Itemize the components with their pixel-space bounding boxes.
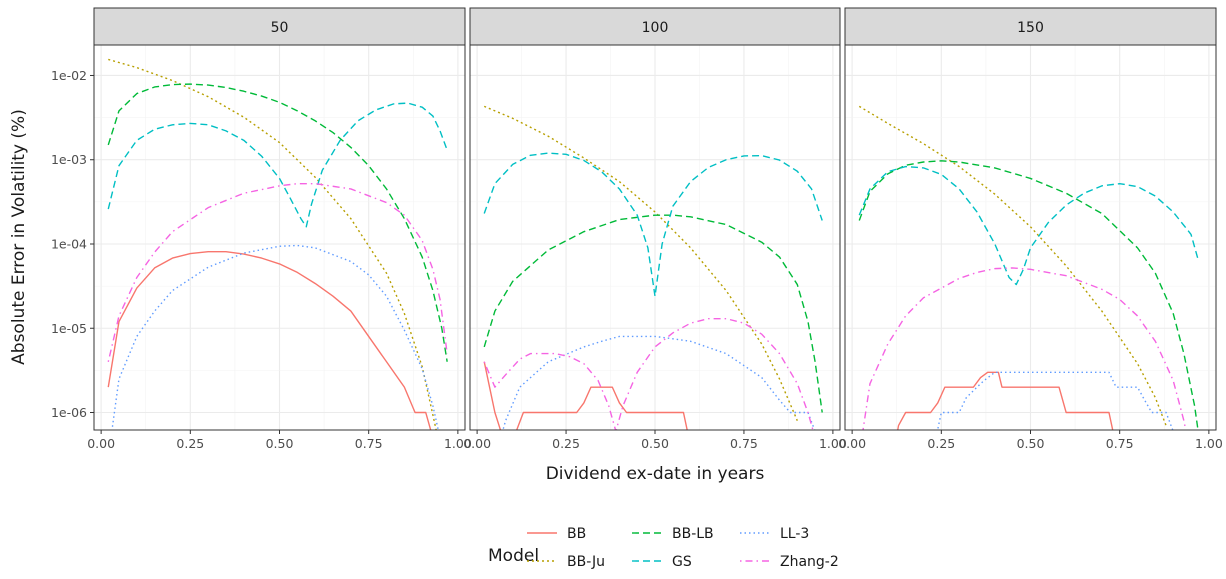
y-tick-label: 1e-05 — [51, 321, 87, 336]
legend-entry-bb-ju: BB-Ju — [527, 554, 605, 570]
series-line-bb-ju — [483, 105, 798, 421]
x-tick-label: 1.00 — [819, 436, 847, 451]
legend-label: BB — [567, 526, 586, 542]
series-lines — [858, 105, 1199, 430]
facet-panel-100: 100 0.00 0.25 0.50 0.75 1.00 — [463, 7, 847, 451]
legend-label: BB-Ju — [567, 554, 605, 570]
y-tick-label: 1e-04 — [51, 236, 87, 251]
y-tick-label: 1e-03 — [51, 152, 87, 167]
legend-entry-gs: GS — [632, 554, 692, 570]
series-line-ll-3 — [936, 371, 1174, 430]
x-tick-label: 0.50 — [266, 436, 294, 451]
legend-label: Zhang-2 — [780, 554, 839, 570]
series-line-bb — [897, 371, 1114, 430]
x-tick-label: 0.25 — [927, 436, 955, 451]
legend-label: LL-3 — [780, 526, 809, 542]
series-line-bb-ju — [108, 58, 437, 430]
series-line-bb-lb — [858, 160, 1199, 430]
axes: Absolute Error in Volatility (%) Dividen… — [9, 109, 764, 484]
facet-panel-150: 150 0.00 0.25 0.50 0.75 1.00 — [838, 7, 1223, 451]
y-axis-title: Absolute Error in Volatility (%) — [9, 109, 29, 365]
series-line-bb — [107, 251, 432, 430]
x-tick-label: 0.25 — [552, 436, 580, 451]
x-tick-label: 0.00 — [463, 436, 491, 451]
series-line-zhang-2 — [862, 267, 1187, 430]
series-line-ll-3 — [111, 244, 439, 430]
legend-entry-bb: BB — [527, 526, 586, 542]
facet-panels: 50 0.00 0.25 0.50 0.75 1.00 1e-06 1e-05 1e-04 1e-… — [51, 7, 1223, 451]
x-axis-title: Dividend ex-date in years — [546, 464, 765, 484]
facet-strip — [93, 7, 466, 46]
y-tick-label: 1e-06 — [51, 405, 87, 420]
legend-entry-ll-3: LL-3 — [740, 526, 809, 542]
x-tick-label: 0.25 — [176, 436, 204, 451]
legend-title: Model — [488, 546, 539, 566]
facet-strip-label: 50 — [271, 20, 289, 36]
facet-strip-label: 100 — [642, 20, 669, 36]
legend-entry-zhang-2: Zhang-2 — [740, 554, 839, 570]
gridlines — [845, 45, 1216, 430]
x-tick-label: 0.75 — [730, 436, 758, 451]
series-line-bb-ju — [858, 105, 1167, 426]
x-tick-label: 1.00 — [444, 436, 472, 451]
series-line-zhang-2 — [483, 317, 814, 430]
series-line-bb-lb — [483, 214, 823, 413]
x-tick-label: 0.75 — [1106, 436, 1134, 451]
x-tick-label: 0.50 — [1017, 436, 1045, 451]
series-line-ll-3 — [502, 335, 816, 430]
series-lines — [483, 105, 823, 430]
series-line-gs — [107, 102, 448, 228]
x-tick-label: 0.50 — [641, 436, 669, 451]
series-line-gs — [858, 165, 1199, 286]
x-tick-label: 0.00 — [87, 436, 115, 451]
facet-strip — [469, 7, 841, 46]
gridlines — [470, 45, 840, 430]
x-tick-label: 0.00 — [838, 436, 866, 451]
facet-panel-50: 50 0.00 0.25 0.50 0.75 1.00 1e-06 1e-05 1e-04 1e-… — [51, 7, 472, 451]
series-line-gs — [483, 152, 823, 297]
series-line-bb — [483, 361, 688, 430]
gridlines — [94, 45, 465, 430]
legend-label: BB-LB — [672, 526, 714, 542]
x-tick-label: 1.00 — [1195, 436, 1223, 451]
series-line-bb-lb — [107, 83, 448, 362]
facet-strip-label: 150 — [1017, 20, 1044, 36]
x-tick-label: 0.75 — [355, 436, 383, 451]
legend-label: GS — [672, 554, 692, 570]
series-lines — [107, 58, 448, 430]
y-tick-label: 1e-02 — [51, 68, 87, 83]
legend: Model BB BB-Ju BB-LB GS LL-3 Zhang-2 — [488, 526, 839, 570]
legend-entry-bb-lb: BB-LB — [632, 526, 714, 542]
series-line-zhang-2 — [107, 182, 448, 362]
